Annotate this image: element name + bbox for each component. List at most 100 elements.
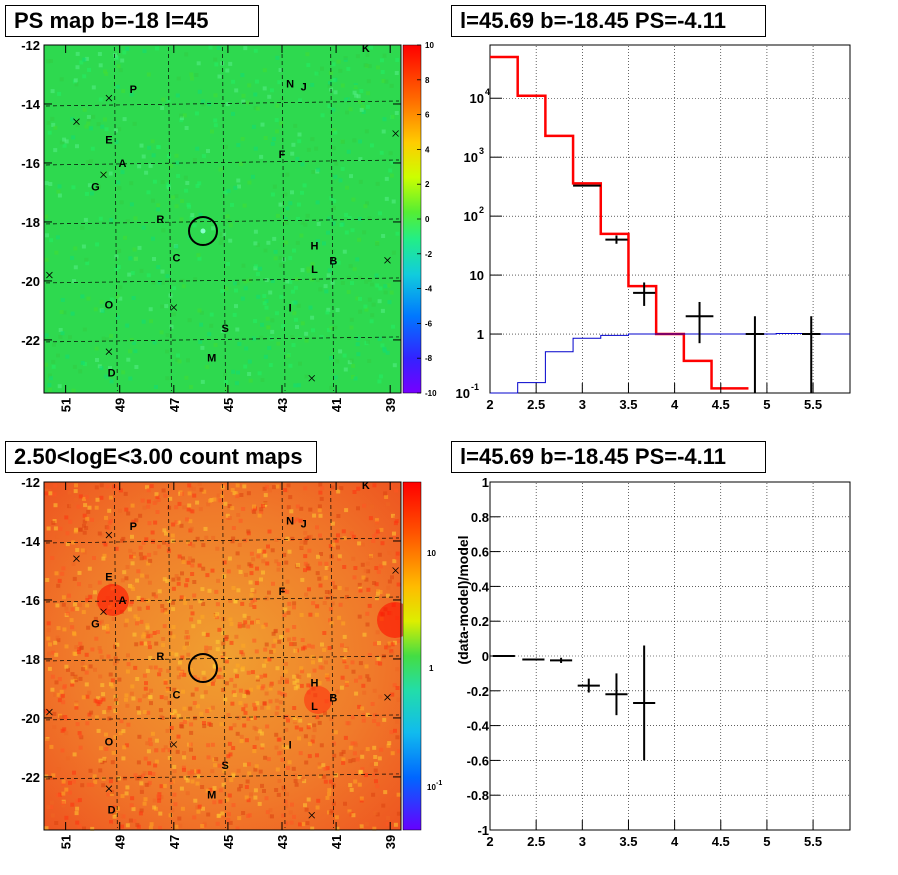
hot-region xyxy=(97,584,129,616)
noise-pixel xyxy=(353,376,358,381)
noise-pixel xyxy=(99,483,104,488)
noise-pixel xyxy=(57,578,62,583)
noise-pixel xyxy=(208,45,213,50)
noise-pixel xyxy=(170,533,175,538)
cross-marker xyxy=(73,118,80,125)
noise-pixel xyxy=(64,644,69,649)
spectrum-x-ticks: 2 2.5 3 3.5 4 4.5 5 5.5 xyxy=(486,383,822,412)
noise-pixel xyxy=(73,265,78,270)
noise-pixel xyxy=(262,301,267,306)
noise-pixel xyxy=(306,566,311,571)
noise-pixel xyxy=(147,640,152,645)
noise-pixel xyxy=(243,762,247,767)
noise-pixel xyxy=(392,363,397,368)
noise-pixel xyxy=(389,649,394,654)
spectrum-y-tick-base: 10 xyxy=(464,209,478,224)
noise-pixel xyxy=(163,680,168,685)
noise-pixel xyxy=(275,55,280,60)
noise-pixel xyxy=(44,826,49,831)
noise-pixel xyxy=(105,624,110,628)
noise-pixel xyxy=(106,792,111,797)
noise-pixel xyxy=(247,180,252,185)
noise-pixel xyxy=(379,527,384,532)
noise-pixel xyxy=(221,814,226,819)
noise-pixel xyxy=(205,573,210,578)
noise-pixel xyxy=(253,92,258,97)
noise-pixel xyxy=(283,799,288,804)
noise-pixel xyxy=(359,824,364,829)
noise-pixel xyxy=(380,308,385,313)
spectrum-y-tick-base: 10 xyxy=(464,150,478,165)
noise-pixel xyxy=(240,601,245,606)
noise-pixel xyxy=(190,563,195,568)
noise-pixel xyxy=(295,325,299,329)
spectrum-x-tick-label: 5.5 xyxy=(804,397,822,412)
noise-pixel xyxy=(275,213,280,218)
noise-pixel xyxy=(162,783,167,788)
noise-pixel xyxy=(317,764,322,769)
noise-pixel xyxy=(395,719,400,724)
noise-pixel xyxy=(162,624,167,629)
noise-pixel xyxy=(387,641,392,646)
noise-pixel xyxy=(102,710,107,715)
noise-pixel xyxy=(210,705,215,710)
noise-pixel xyxy=(226,569,231,574)
grid-meridian xyxy=(281,46,286,392)
noise-pixel xyxy=(159,695,164,700)
cross-marker xyxy=(105,348,113,355)
noise-pixel xyxy=(330,521,335,526)
noise-pixel xyxy=(241,811,246,815)
grid-meridian xyxy=(330,46,335,392)
noise-pixel xyxy=(99,619,104,624)
source-label-O: O xyxy=(105,300,114,312)
noise-pixel xyxy=(236,143,241,148)
noise-pixel xyxy=(60,571,65,576)
noise-pixel xyxy=(90,826,95,831)
noise-pixel xyxy=(141,773,146,778)
noise-pixel xyxy=(138,552,143,557)
noise-pixel xyxy=(176,520,181,525)
noise-pixel xyxy=(395,57,400,62)
noise-pixel xyxy=(56,767,61,772)
noise-pixel xyxy=(274,745,279,750)
noise-pixel xyxy=(296,303,301,308)
noise-pixel xyxy=(389,173,394,178)
noise-pixel xyxy=(310,739,315,744)
noise-pixel xyxy=(223,482,228,487)
noise-pixel xyxy=(139,789,144,794)
spectrum-y-tick-label: 10 xyxy=(470,268,484,283)
noise-pixel xyxy=(176,713,181,718)
noise-pixel xyxy=(82,519,87,524)
noise-pixel xyxy=(50,89,55,94)
noise-pixel xyxy=(278,255,283,260)
noise-pixel xyxy=(234,288,238,293)
noise-pixel xyxy=(180,655,185,660)
noise-pixel xyxy=(365,611,370,616)
noise-pixel xyxy=(112,661,117,666)
noise-pixel xyxy=(235,327,240,332)
palette-tick-label: 10 xyxy=(427,549,436,558)
palette-tick-label: 10 xyxy=(425,41,434,50)
noise-pixel xyxy=(134,642,139,647)
noise-pixel xyxy=(98,746,103,751)
grid-parallel xyxy=(45,537,400,544)
noise-pixel xyxy=(85,603,90,608)
noise-pixel xyxy=(49,800,54,805)
noise-pixel xyxy=(316,554,320,559)
noise-pixel xyxy=(108,171,113,176)
noise-pixel xyxy=(225,797,230,802)
noise-pixel xyxy=(171,195,175,200)
noise-pixel xyxy=(249,792,253,797)
residual-y-tick-label: -1 xyxy=(477,823,489,838)
noise-pixel xyxy=(99,495,104,500)
noise-pixel xyxy=(311,328,315,333)
noise-pixel xyxy=(75,65,80,70)
noise-pixel xyxy=(306,673,311,678)
noise-pixel xyxy=(55,235,60,240)
noise-pixel xyxy=(47,489,52,493)
noise-pixel xyxy=(188,385,193,389)
noise-pixel xyxy=(299,233,304,238)
noise-pixel xyxy=(332,206,336,211)
count-map-roi-circle xyxy=(188,653,218,683)
noise-pixel xyxy=(252,715,257,720)
